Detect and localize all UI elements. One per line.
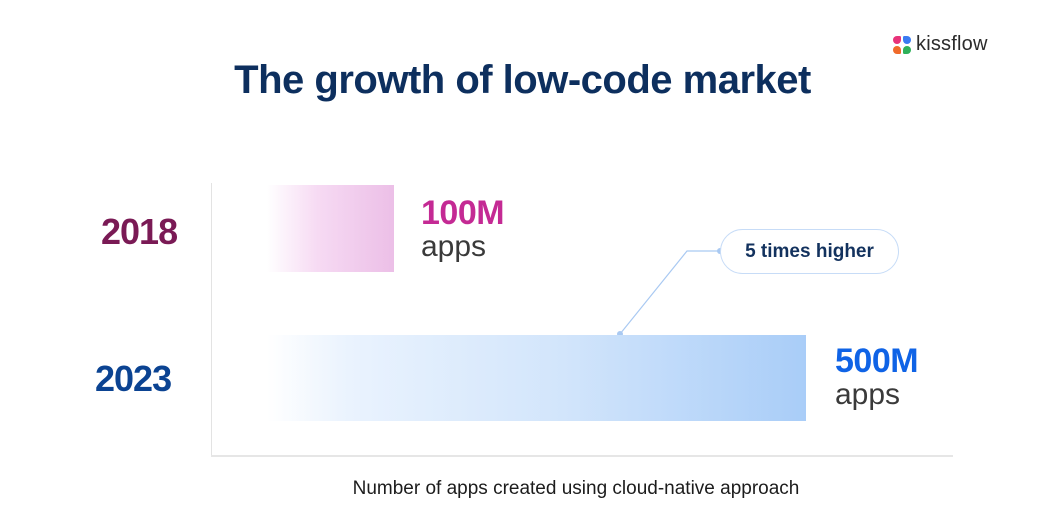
value-label-2018: 100M apps <box>421 194 505 263</box>
value-number-2018: 100M <box>421 194 505 232</box>
value-unit-2018: apps <box>421 230 487 263</box>
y-axis-line <box>211 183 212 455</box>
brand-name: kissflow <box>916 33 988 55</box>
callout-badge: 5 times higher <box>720 229 899 274</box>
year-label-2023: 2023 <box>95 358 172 399</box>
bar-2023 <box>267 335 806 421</box>
value-number-2023: 500M <box>835 342 919 380</box>
x-axis-caption: Number of apps created using cloud-nativ… <box>352 478 800 499</box>
year-label-2018: 2018 <box>101 211 178 252</box>
brand-logo: kissflow <box>893 33 988 56</box>
bar-2018 <box>267 185 394 272</box>
value-label-2023: 500M apps <box>835 342 919 411</box>
chart-title: The growth of low-code market <box>234 58 811 102</box>
butterfly-logo-icon <box>893 35 911 54</box>
x-axis-line <box>211 455 953 457</box>
value-unit-2023: apps <box>835 378 901 411</box>
